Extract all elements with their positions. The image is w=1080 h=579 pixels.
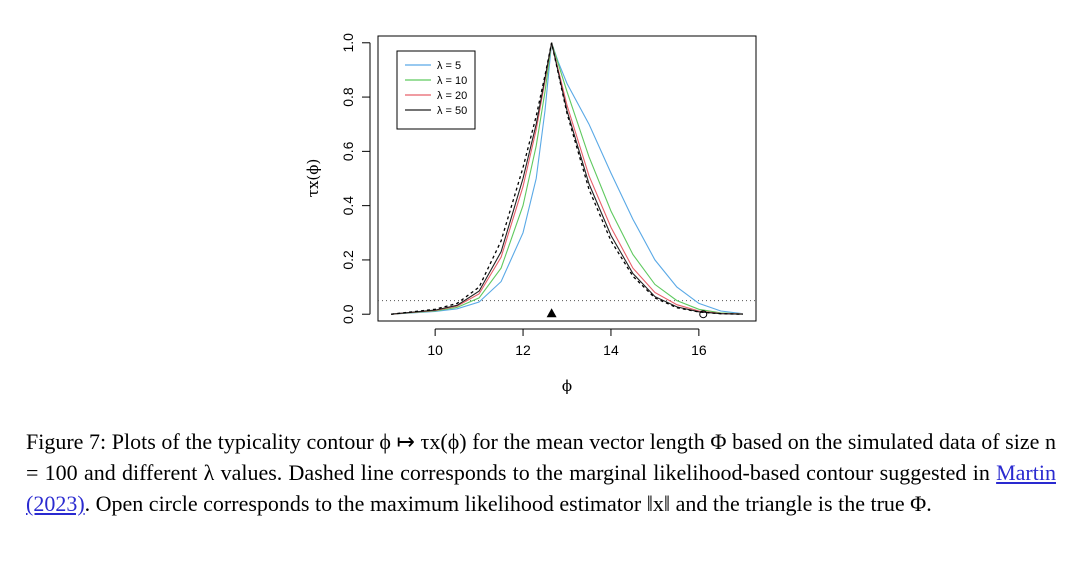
x-axis: 10 12 14 16 [427, 328, 707, 358]
y-tick-label: 1.0 [340, 33, 356, 53]
legend-label: λ = 5 [437, 60, 461, 72]
y-axis-title: τx(ϕ) [304, 159, 322, 198]
x-tick-label: 12 [515, 342, 531, 358]
y-tick-label: 0.6 [340, 141, 356, 161]
y-tick-label: 0.0 [340, 304, 356, 324]
series-line-0 [391, 42, 743, 315]
citation-link[interactable]: Martin (2023) [26, 460, 1056, 516]
x-tick-label: 10 [427, 342, 443, 358]
y-axis: 0.0 0.2 0.4 0.6 0.8 1.0 [340, 33, 371, 324]
series-layer [391, 42, 743, 315]
y-tick-label: 0.2 [340, 250, 356, 270]
x-tick-label: 14 [603, 342, 619, 358]
legend: λ = 5 λ = 10 λ = 20 λ = 50 [396, 50, 476, 130]
x-axis-title: ϕ [562, 377, 572, 395]
caption-text-2: . Open circle corresponds to the maximum… [84, 491, 932, 516]
legend-label: λ = 10 [437, 75, 467, 87]
legend-box [396, 50, 476, 130]
caption-text-1: Figure 7: Plots of the typicality contou… [26, 429, 1056, 485]
marker-layer [546, 308, 708, 319]
series-marginal-likelihood-dashed [391, 42, 743, 315]
figure-chart: 0.00.20.40.60.81.0 10 12 14 16 λ = 5λ = 10λ… [304, 33, 757, 395]
true-phi-triangle-marker [546, 308, 557, 318]
legend-label: λ = 50 [437, 105, 467, 117]
legend-label: λ = 20 [437, 90, 467, 102]
mle-open-circle-marker [699, 310, 708, 319]
figure-caption: Figure 7: Plots of the typicality contou… [26, 426, 1056, 519]
y-tick-label: 0.4 [340, 196, 356, 216]
x-tick-label: 16 [691, 342, 707, 358]
series-line-2 [391, 42, 743, 315]
plot-frame [377, 35, 757, 322]
series-line-1 [391, 42, 743, 315]
y-tick-label: 0.8 [340, 87, 356, 107]
